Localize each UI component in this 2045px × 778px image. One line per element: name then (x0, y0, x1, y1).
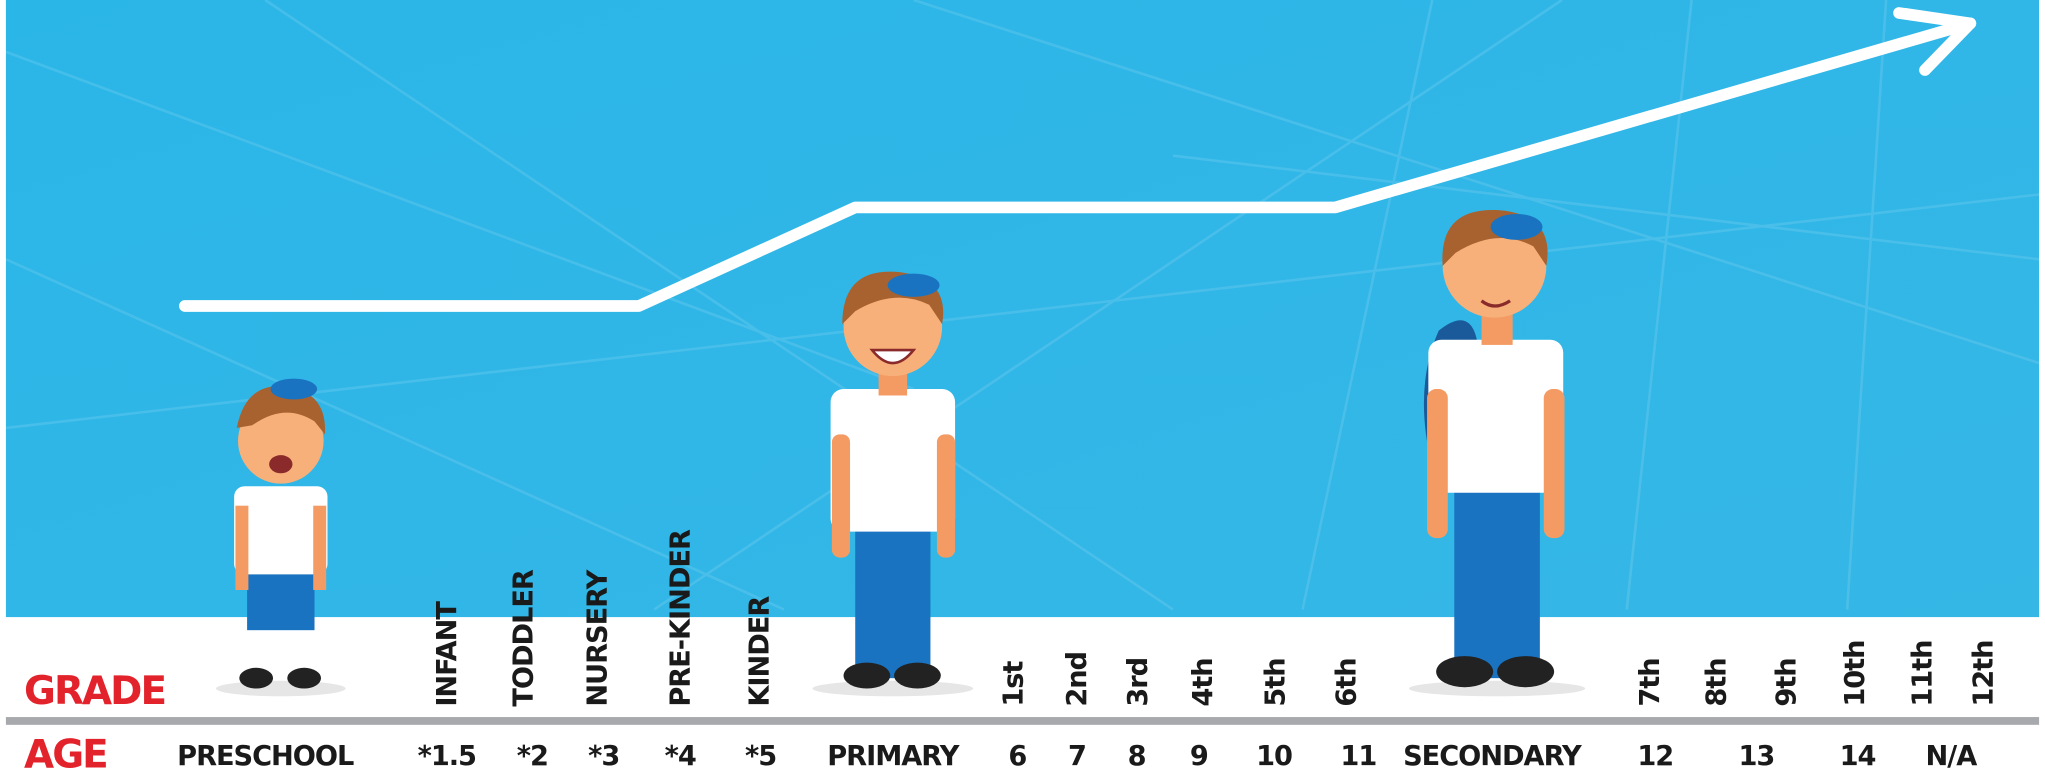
grade-label: KINDER (744, 596, 775, 707)
grade-label: 2nd (1062, 652, 1093, 707)
grade-label: 3rd (1123, 658, 1154, 707)
stage-label: PRIMARY (827, 741, 959, 772)
grade-label: 12th (1968, 641, 1999, 707)
stage-label: PRESCHOOL (177, 741, 354, 772)
age-label: *1.5 (418, 741, 476, 772)
grade-label: 5th (1260, 658, 1291, 706)
age-label: *2 (517, 741, 548, 772)
age-label: 7 (1068, 741, 1086, 772)
age-label: 14 (1840, 741, 1876, 772)
grade-label: INFANT (432, 601, 463, 707)
grade-label: 8th (1701, 658, 1732, 706)
grade-label: GRADE (24, 669, 165, 714)
grade-label: 1st (999, 661, 1030, 707)
grade-label: TODDLER (508, 569, 539, 707)
age-label: 13 (1739, 741, 1775, 772)
grade-label: 9th (1771, 658, 1802, 706)
age-label: *5 (745, 741, 776, 772)
age-label: 12 (1637, 741, 1673, 772)
grade-label: NURSERY (582, 569, 613, 706)
grade-label: 10th (1840, 641, 1871, 707)
age-label: 6 (1008, 741, 1026, 772)
age-label: 8 (1128, 741, 1146, 772)
stage-label: SECONDARY (1403, 741, 1582, 772)
grade-label: PRE-KINDER (665, 529, 696, 707)
age-label: *4 (665, 741, 696, 772)
growth-graphic: GRADE AGE PRESCHOOL PRIMARY SECONDARY INFAN… (0, 0, 2045, 778)
grade-label: 11th (1907, 641, 1938, 707)
age-label: 10 (1256, 741, 1292, 772)
age-label: *3 (588, 741, 619, 772)
page: GRADE AGE PRESCHOOL PRIMARY SECONDARY INFAN… (0, 0, 2045, 778)
age-label: N/A (1926, 741, 1978, 772)
grade-label: 4th (1188, 658, 1219, 706)
grade-label: 7th (1635, 658, 1666, 706)
age-label: AGE (24, 733, 107, 778)
grade-label: 6th (1332, 658, 1363, 706)
age-label: 11 (1340, 741, 1376, 772)
divider (6, 717, 2039, 725)
age-label: 9 (1190, 741, 1208, 772)
